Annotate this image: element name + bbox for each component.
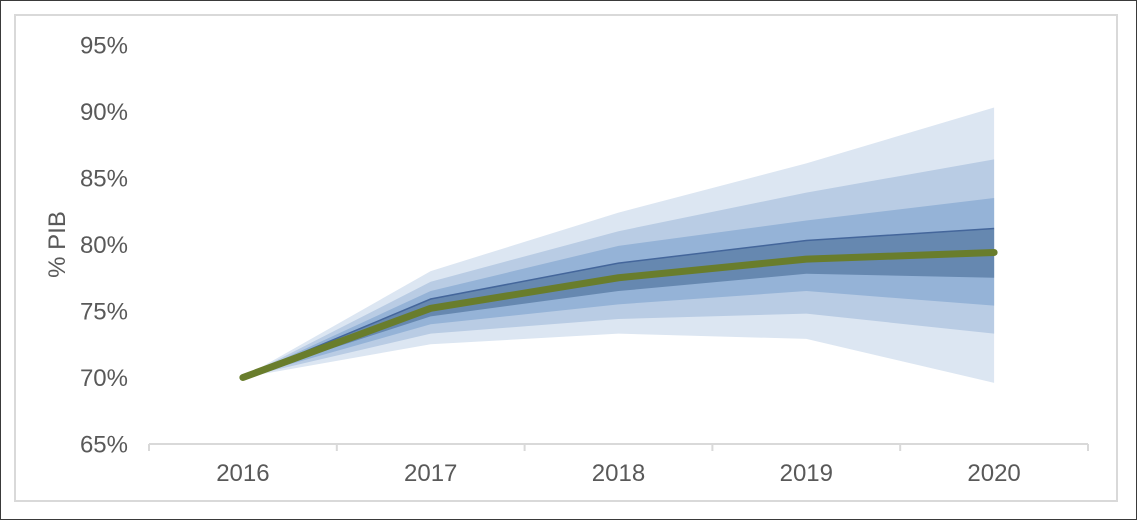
central-projection-line xyxy=(239,248,998,381)
y-axis-title: % PIB xyxy=(44,211,71,278)
y-axis-tick-label: 75% xyxy=(80,299,128,326)
y-axis-tick-label: 90% xyxy=(80,99,128,126)
chart-border xyxy=(14,14,1118,502)
band-top-edge xyxy=(242,227,995,379)
y-axis-tick-label: 70% xyxy=(80,365,128,392)
y-axis-tick-label: 95% xyxy=(80,33,128,60)
confidence-band xyxy=(242,228,995,378)
y-axis-tick-label: 80% xyxy=(80,232,128,259)
x-axis-tick-label: 2018 xyxy=(592,460,645,487)
x-axis-tick-label: 2020 xyxy=(967,460,1020,487)
x-axis-tick-label: 2017 xyxy=(404,460,457,487)
x-axis-tick-label: 2019 xyxy=(780,460,833,487)
y-axis-tick-label: 65% xyxy=(80,432,128,459)
x-axis-tick-label: 2016 xyxy=(216,460,269,487)
y-axis-tick-label: 85% xyxy=(80,166,128,193)
